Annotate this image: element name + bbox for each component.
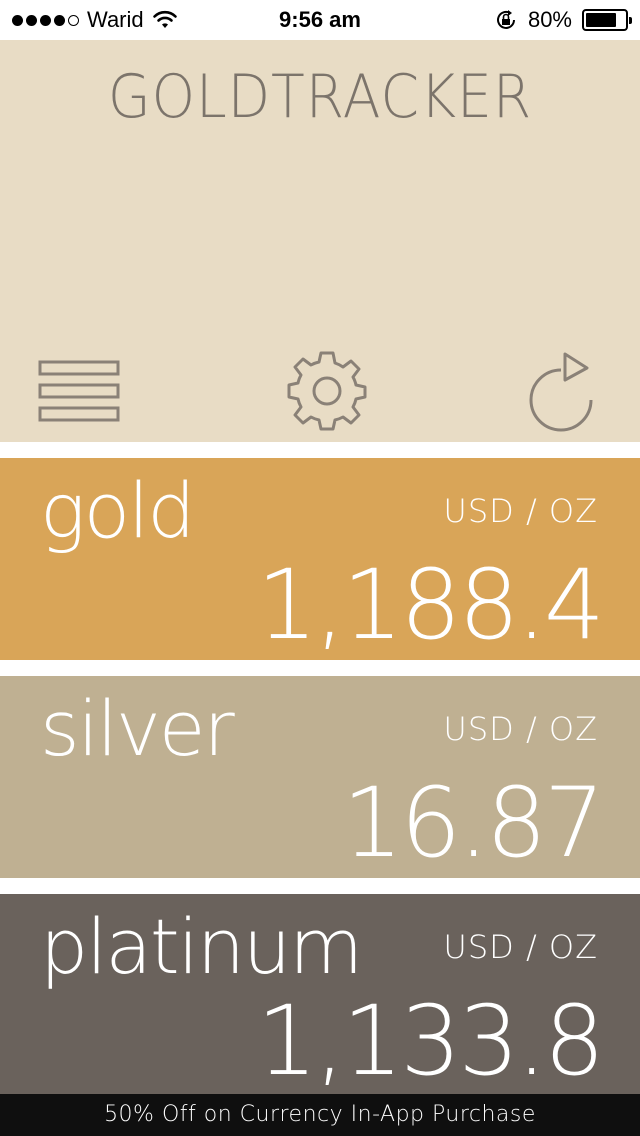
wifi-icon	[152, 10, 177, 28]
metal-price: 16.87	[342, 767, 605, 879]
battery-fill	[586, 13, 617, 27]
status-bar: Warid 9:56 am 80%	[0, 0, 640, 40]
metal-name: gold	[40, 466, 195, 555]
status-time: 9:56 am	[279, 7, 361, 32]
battery-percent: 80%	[527, 7, 572, 32]
metal-price: 1,188.4	[256, 549, 605, 661]
price-unit: USD / OZ	[443, 492, 598, 530]
metal-price: 1,133.8	[256, 985, 605, 1097]
rotation-lock-icon	[496, 10, 515, 29]
status-left: Warid	[12, 7, 178, 33]
price-unit: USD / OZ	[443, 928, 598, 966]
metal-name: silver	[40, 684, 235, 773]
signal-dot-empty	[68, 14, 79, 26]
status-right: 80%	[494, 7, 632, 33]
carrier-name: Warid	[87, 7, 144, 32]
refresh-button[interactable]	[516, 346, 606, 436]
price-unit: USD / OZ	[443, 710, 598, 748]
signal-strength-icon	[12, 14, 79, 26]
promo-banner[interactable]: 50% Off on Currency In-App Purchase	[0, 1094, 640, 1136]
app-title: GOLDTRACKER	[107, 62, 533, 132]
gear-icon	[287, 351, 367, 431]
menu-button[interactable]	[34, 346, 124, 436]
battery-icon	[582, 9, 632, 31]
settings-button[interactable]	[282, 346, 372, 436]
silver-card[interactable]: silver USD / OZ 16.87	[0, 676, 640, 878]
signal-dot	[12, 14, 23, 26]
signal-dot	[40, 14, 51, 26]
gold-card[interactable]: gold USD / OZ 1,188.4	[0, 458, 640, 660]
refresh-icon	[529, 352, 593, 432]
signal-dot	[26, 14, 37, 26]
header-panel: GOLDTRACKER	[0, 40, 640, 442]
menu-icon	[38, 360, 120, 422]
metal-name: platinum	[40, 902, 363, 991]
platinum-card[interactable]: platinum USD / OZ 1,133.8	[0, 894, 640, 1097]
signal-dot	[54, 14, 65, 26]
